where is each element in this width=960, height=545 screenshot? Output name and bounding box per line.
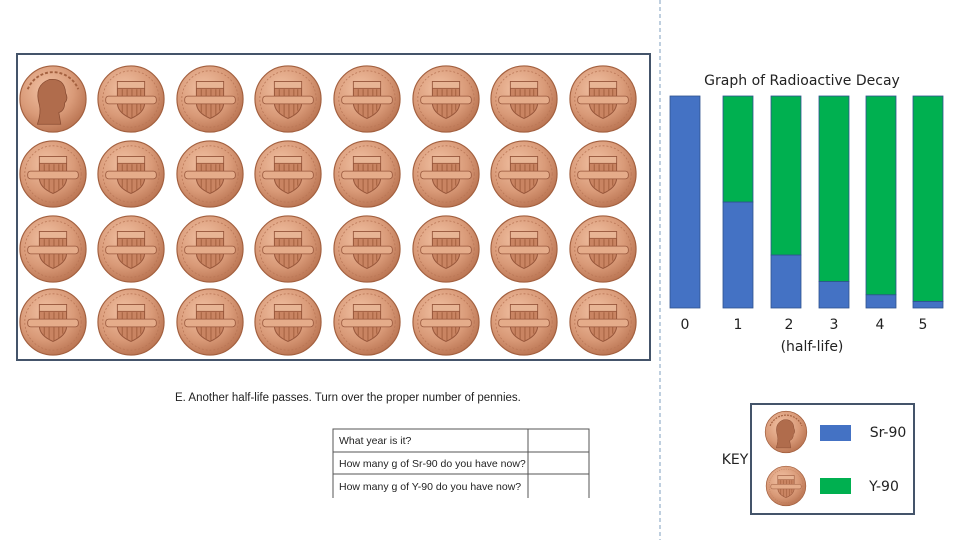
penny-tails xyxy=(412,140,480,208)
x-tick-label: 5 xyxy=(919,317,928,333)
x-tick-label: 4 xyxy=(876,317,885,333)
penny-tails xyxy=(19,288,87,356)
penny-tails xyxy=(254,65,322,133)
penny-tails xyxy=(254,140,322,208)
penny-tails xyxy=(176,65,244,133)
chart-title: Graph of Radioactive Decay xyxy=(704,73,900,89)
penny-tails xyxy=(19,215,87,283)
bar-segment xyxy=(865,95,897,296)
penny-tails xyxy=(490,65,558,133)
table-cell: How many g of Y-90 do you have now? xyxy=(339,481,521,493)
x-axis-label: (half-life) xyxy=(781,339,844,355)
bar-segment xyxy=(722,95,754,203)
x-tick-label: 3 xyxy=(830,317,839,333)
bar-segment xyxy=(770,254,802,309)
penny-tails xyxy=(412,215,480,283)
penny-tails xyxy=(176,215,244,283)
bar-segment xyxy=(818,95,850,282)
penny-tails xyxy=(412,288,480,356)
penny-tails xyxy=(333,65,401,133)
bar-segment xyxy=(770,95,802,256)
bar-segment xyxy=(669,95,701,309)
penny-tails xyxy=(333,215,401,283)
answer-table: What year is it? How many g of Sr-90 do … xyxy=(332,428,590,498)
x-tick-label: 2 xyxy=(785,317,794,333)
x-tick-label: 0 xyxy=(681,317,690,333)
legend-label: Y-90 xyxy=(868,479,899,495)
penny-tails xyxy=(176,140,244,208)
penny-tails xyxy=(569,288,637,356)
key-title: KEY xyxy=(722,452,749,468)
penny-tails xyxy=(490,140,558,208)
penny-tails xyxy=(569,215,637,283)
penny-tails xyxy=(97,288,165,356)
key: KEY Sr-90 Y-90 xyxy=(722,403,915,515)
key-penny-heads xyxy=(764,410,808,454)
legend-swatch xyxy=(820,478,851,494)
penny-tails xyxy=(19,140,87,208)
plot: 0 1 2 3 4 5 xyxy=(669,95,944,333)
bar-segment xyxy=(912,300,944,309)
penny-tails xyxy=(254,288,322,356)
penny-tails xyxy=(490,288,558,356)
penny-tails xyxy=(412,65,480,133)
bar-segment xyxy=(865,294,897,309)
penny-tails xyxy=(569,140,637,208)
penny-tails xyxy=(97,215,165,283)
penny-tails xyxy=(333,288,401,356)
penny-heads xyxy=(18,64,88,134)
bar-segment xyxy=(912,95,944,302)
instruction: E. Another half-life passes. Turn over t… xyxy=(175,392,521,404)
penny-tails xyxy=(97,65,165,133)
bar-segment xyxy=(818,281,850,309)
bar-segment xyxy=(722,201,754,309)
penny-tails xyxy=(490,215,558,283)
legend-swatch xyxy=(820,425,851,441)
penny-tails xyxy=(97,140,165,208)
key-penny-tails xyxy=(765,465,807,507)
table-cell: How many g of Sr-90 do you have now? xyxy=(339,458,526,470)
table-cell: What year is it? xyxy=(339,435,412,447)
penny-tails xyxy=(254,215,322,283)
penny-tails xyxy=(176,288,244,356)
x-tick-label: 1 xyxy=(734,317,743,333)
penny-tails xyxy=(569,65,637,133)
legend-label: Sr-90 xyxy=(870,425,907,441)
penny-tails xyxy=(333,140,401,208)
